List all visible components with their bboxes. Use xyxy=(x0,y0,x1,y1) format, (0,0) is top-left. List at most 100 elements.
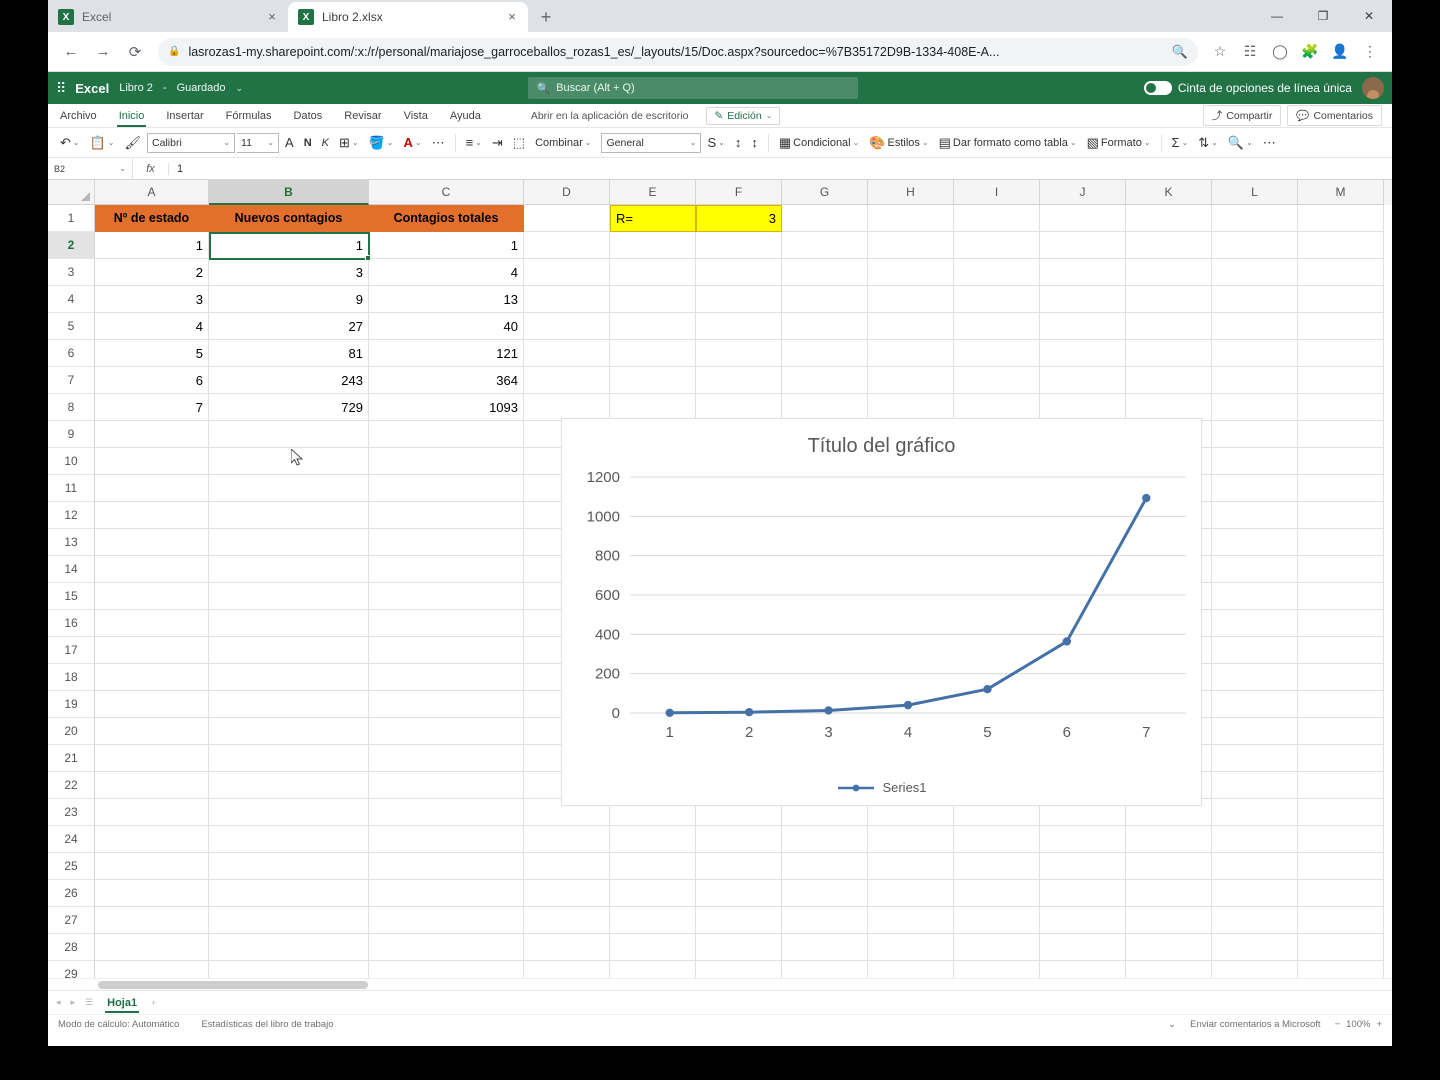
cell-g28[interactable] xyxy=(782,934,868,961)
cell-a28[interactable] xyxy=(95,934,209,961)
row-header-23[interactable]: 23 xyxy=(48,799,95,826)
cell-d6[interactable] xyxy=(524,340,610,367)
cell-c6[interactable]: 121 xyxy=(369,340,524,367)
cell-h29[interactable] xyxy=(868,961,954,978)
cell-k8[interactable] xyxy=(1126,394,1212,421)
share-button[interactable]: ⤴ Compartir xyxy=(1202,105,1282,126)
cell-j7[interactable] xyxy=(1040,367,1126,394)
row-header-10[interactable]: 10 xyxy=(48,448,95,475)
cell-j26[interactable] xyxy=(1040,880,1126,907)
cell-l12[interactable] xyxy=(1212,502,1298,529)
merge-button[interactable]: Combinar ⌄ xyxy=(531,135,595,151)
next-sheet-icon[interactable]: ▸ xyxy=(70,997,76,1007)
row-header-19[interactable]: 19 xyxy=(48,691,95,718)
cell-a14[interactable] xyxy=(95,556,209,583)
cell-m13[interactable] xyxy=(1298,529,1384,556)
cell-f25[interactable] xyxy=(696,853,782,880)
cell-m18[interactable] xyxy=(1298,664,1384,691)
cell-b13[interactable] xyxy=(209,529,369,556)
cell-b8[interactable]: 729 xyxy=(209,394,369,421)
cell-l21[interactable] xyxy=(1212,745,1298,772)
cell-j25[interactable] xyxy=(1040,853,1126,880)
cell-b5[interactable]: 27 xyxy=(209,313,369,340)
cell-e29[interactable] xyxy=(610,961,696,978)
cell-l4[interactable] xyxy=(1212,286,1298,313)
cell-m4[interactable] xyxy=(1298,286,1384,313)
find-button[interactable]: 🔍 ⌄ xyxy=(1224,133,1257,153)
name-box[interactable]: B2 ⌄ xyxy=(48,158,133,179)
cell-m19[interactable] xyxy=(1298,691,1384,718)
add-sheet-icon[interactable]: + xyxy=(151,997,157,1008)
cell-l20[interactable] xyxy=(1212,718,1298,745)
reload-icon[interactable]: ⟳ xyxy=(128,43,142,61)
cell-a20[interactable] xyxy=(95,718,209,745)
number-format-select[interactable]: General ⌄ xyxy=(601,132,702,153)
cell-b16[interactable] xyxy=(209,610,369,637)
cell-i29[interactable] xyxy=(954,961,1040,978)
format-as-table-button[interactable]: ▤ Dar formato como tabla ⌄ xyxy=(935,133,1081,153)
cell-k3[interactable] xyxy=(1126,259,1212,286)
cell-m5[interactable] xyxy=(1298,313,1384,340)
cell-e25[interactable] xyxy=(610,853,696,880)
row-header-29[interactable]: 29 xyxy=(48,961,95,978)
insert-function-icon[interactable]: fx xyxy=(133,162,169,175)
cell-m10[interactable] xyxy=(1298,448,1384,475)
row-header-3[interactable]: 3 xyxy=(48,259,95,286)
cell-m8[interactable] xyxy=(1298,394,1384,421)
cell-f7[interactable] xyxy=(696,367,782,394)
column-header-d[interactable]: D xyxy=(524,180,610,205)
cell-i4[interactable] xyxy=(954,286,1040,313)
cell-c27[interactable] xyxy=(369,907,524,934)
toggle-switch-icon[interactable] xyxy=(1143,81,1172,95)
row-header-14[interactable]: 14 xyxy=(48,556,95,583)
cell-a3[interactable]: 2 xyxy=(95,259,209,286)
cell-f1[interactable]: 3 xyxy=(696,205,782,232)
cell-c14[interactable] xyxy=(369,556,524,583)
cell-l25[interactable] xyxy=(1212,853,1298,880)
cell-k5[interactable] xyxy=(1126,313,1212,340)
font-name-select[interactable]: Calibri ⌄ xyxy=(147,132,236,153)
column-header-m[interactable]: M xyxy=(1298,180,1384,205)
cell-i3[interactable] xyxy=(954,259,1040,286)
column-header-c[interactable]: C xyxy=(369,180,524,205)
cell-k29[interactable] xyxy=(1126,961,1212,978)
cell-l3[interactable] xyxy=(1212,259,1298,286)
browser-tab-excel[interactable]: X Excel × xyxy=(48,2,288,32)
cell-f6[interactable] xyxy=(696,340,782,367)
cell-a27[interactable] xyxy=(95,907,209,934)
cell-c24[interactable] xyxy=(369,826,524,853)
cell-b11[interactable] xyxy=(209,475,369,502)
horizontal-scrollbar[interactable] xyxy=(48,978,1392,990)
row-header-16[interactable]: 16 xyxy=(48,610,95,637)
cell-b4[interactable]: 9 xyxy=(209,286,369,313)
cell-k1[interactable] xyxy=(1126,205,1212,232)
cell-c2[interactable]: 1 xyxy=(369,232,524,259)
cell-a24[interactable] xyxy=(95,826,209,853)
row-header-11[interactable]: 11 xyxy=(48,475,95,502)
cell-e6[interactable] xyxy=(610,340,696,367)
cell-a1[interactable]: Nº de estado xyxy=(95,205,209,232)
format-button[interactable]: ▧ Formato ⌄ xyxy=(1083,133,1155,153)
cell-l10[interactable] xyxy=(1212,448,1298,475)
cell-c11[interactable] xyxy=(369,475,524,502)
cell-i24[interactable] xyxy=(954,826,1040,853)
close-window-button[interactable]: ✕ xyxy=(1363,9,1375,23)
status-chevron-icon[interactable]: ⌄ xyxy=(1168,1019,1177,1030)
cell-j6[interactable] xyxy=(1040,340,1126,367)
cell-b10[interactable] xyxy=(209,448,369,475)
cell-f2[interactable] xyxy=(696,232,782,259)
row-header-24[interactable]: 24 xyxy=(48,826,95,853)
cell-l5[interactable] xyxy=(1212,313,1298,340)
cell-e5[interactable] xyxy=(610,313,696,340)
cell-b23[interactable] xyxy=(209,799,369,826)
cell-e3[interactable] xyxy=(610,259,696,286)
cell-b20[interactable] xyxy=(209,718,369,745)
cell-b6[interactable]: 81 xyxy=(209,340,369,367)
browser-tab-libro2[interactable]: X Libro 2.xlsx × xyxy=(288,2,528,32)
cell-m17[interactable] xyxy=(1298,637,1384,664)
prev-sheet-icon[interactable]: ◂ xyxy=(56,997,61,1007)
document-name-label[interactable]: Libro 2 xyxy=(119,82,153,94)
cell-i6[interactable] xyxy=(954,340,1040,367)
row-header-1[interactable]: 1 xyxy=(48,205,95,232)
column-header-f[interactable]: F xyxy=(696,180,782,205)
